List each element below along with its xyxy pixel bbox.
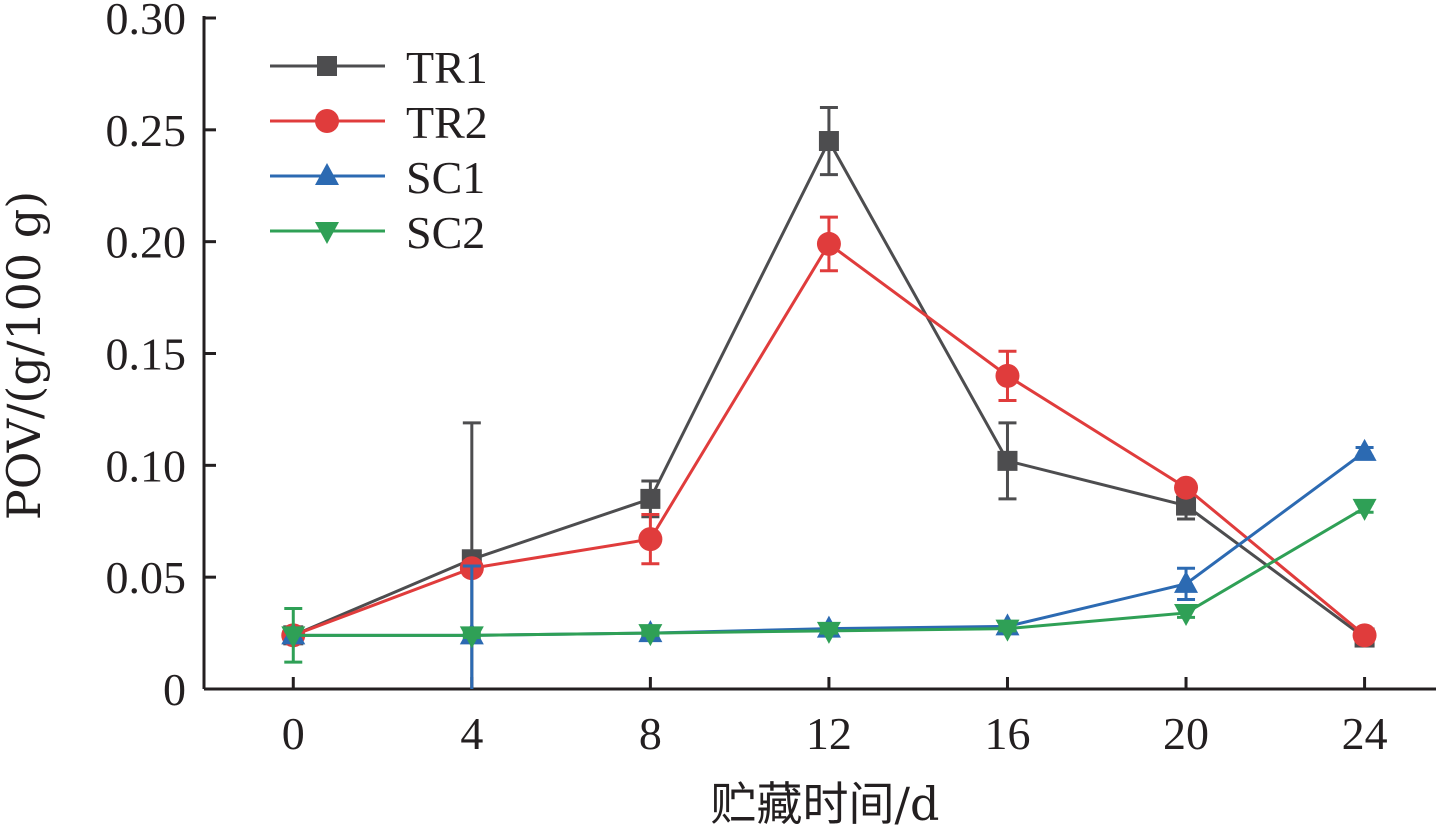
x-tick-label: 12	[806, 708, 852, 759]
legend-marker-sc1	[315, 163, 339, 185]
legend-label-tr2: TR2	[406, 97, 488, 148]
x-tick-label: 20	[1163, 708, 1209, 759]
data-point-tr2	[995, 363, 1020, 388]
data-point-sc2	[459, 626, 484, 649]
x-axis-title: 贮藏时间/d	[711, 777, 940, 831]
data-point-sc2	[816, 621, 841, 644]
data-point-sc1	[1352, 438, 1377, 461]
y-tick-label: 0.15	[106, 329, 187, 380]
series-tr2	[281, 215, 1377, 648]
legend-label-sc1: SC1	[406, 152, 485, 203]
legend-marker-tr2	[315, 109, 339, 133]
legend-label-tr1: TR1	[406, 42, 488, 93]
x-tick-label: 8	[639, 708, 662, 759]
data-point-tr2	[816, 231, 841, 256]
data-point-tr2	[1174, 475, 1199, 500]
data-point-tr1	[997, 450, 1018, 471]
y-tick-label: 0.20	[106, 217, 187, 268]
y-tick-label: 0.05	[106, 552, 187, 603]
data-point-tr1	[1176, 495, 1197, 516]
y-tick-label: 0.25	[106, 105, 187, 156]
series-sc2	[281, 498, 1377, 664]
data-point-tr2	[638, 527, 663, 552]
data-point-sc2	[1352, 498, 1377, 521]
data-point-sc1	[1174, 570, 1199, 593]
series-sc1	[281, 438, 1377, 689]
y-tick-label: 0.10	[106, 440, 187, 491]
legend-marker-sc2	[315, 222, 339, 244]
y-tick-label: 0	[163, 664, 186, 715]
y-tick-label: 0.30	[106, 0, 187, 44]
data-point-tr1	[640, 488, 661, 509]
data-point-tr2	[1352, 623, 1377, 648]
data-point-sc2	[995, 619, 1020, 642]
legend-marker-tr1	[317, 56, 337, 76]
data-point-sc2	[638, 624, 663, 647]
y-axis-title: POV/(g/100 g)	[0, 191, 51, 520]
axes: 0 0.05 0.10 0.15 0.20 0.25 0.30 0 4 8 12 16 20 24	[106, 0, 1436, 759]
legend-label-sc2: SC2	[406, 207, 485, 258]
x-tick-label: 24	[1342, 708, 1388, 759]
series-layer	[281, 105, 1377, 689]
x-tick-label: 16	[984, 708, 1030, 759]
data-point-sc2	[281, 626, 306, 649]
series-line-sc1	[293, 450, 1366, 637]
x-tick-label: 0	[282, 708, 305, 759]
data-point-tr1	[818, 131, 839, 152]
x-tick-label: 4	[460, 708, 483, 759]
series-line-tr2	[292, 241, 1366, 637]
data-point-sc2	[1174, 603, 1199, 626]
